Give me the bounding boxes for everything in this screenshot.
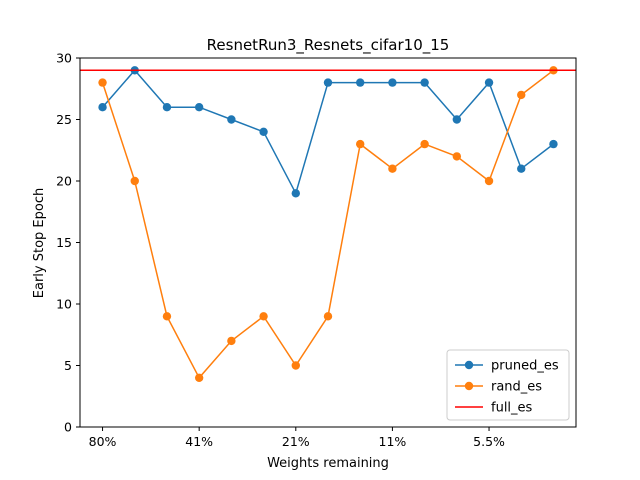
y-tick-label: 20 (56, 174, 72, 189)
y-tick-label: 10 (56, 297, 72, 312)
legend-marker (464, 381, 474, 391)
data-point (98, 78, 107, 87)
data-point (420, 78, 429, 87)
data-point (484, 78, 494, 87)
data-point (259, 127, 268, 136)
data-point (356, 139, 365, 149)
data-point (259, 312, 268, 321)
y-axis-label: Early Stop Epoch (32, 188, 47, 298)
x-tick-label: 21% (282, 434, 310, 449)
x-axis-label: Weights remaining (267, 456, 389, 471)
legend-label: rand_es (491, 380, 542, 395)
legend-item: pruned_es (455, 359, 559, 374)
data-point (517, 164, 526, 173)
data-point (162, 312, 172, 321)
data-point (130, 176, 139, 186)
series-line (101, 69, 554, 196)
y-tick-label: 0 (64, 420, 72, 435)
legend-label: pruned_es (491, 359, 559, 374)
y-tick-label: 25 (56, 112, 72, 127)
data-point (227, 115, 236, 124)
legend-label: full_es (491, 401, 533, 416)
chart-title: ResnetRun3_Resnets_cifar10_15 (207, 36, 450, 55)
data-point (291, 189, 300, 198)
y-tick-label: 30 (56, 51, 72, 66)
y-axis: 0 5 10 15 20 25 30 (56, 51, 80, 435)
data-point (194, 373, 204, 382)
data-point (549, 139, 558, 149)
data-point (517, 90, 526, 100)
data-point (452, 115, 462, 124)
legend-item: full_es (455, 401, 533, 416)
x-tick-label: 80% (89, 434, 117, 449)
data-point (388, 164, 397, 173)
series-pruned_es (98, 66, 558, 198)
data-point (356, 78, 365, 87)
data-point (98, 103, 107, 112)
data-point (388, 78, 397, 87)
data-point (323, 312, 333, 321)
data-point (291, 361, 300, 370)
data-point (484, 176, 494, 186)
data-point (420, 139, 429, 149)
x-axis: 80% 41% 21% 11% 5.5% (89, 427, 505, 449)
x-tick-label: 5.5% (473, 434, 505, 449)
legend-item: rand_es (455, 380, 542, 395)
legend: pruned_es rand_es full_es (446, 349, 570, 421)
y-tick-label: 15 (56, 235, 72, 250)
data-point (323, 78, 333, 87)
data-point (452, 152, 462, 161)
x-tick-label: 41% (185, 434, 213, 449)
legend-marker (464, 360, 474, 370)
series-line (101, 69, 554, 380)
data-point (162, 103, 172, 112)
data-point (227, 336, 236, 346)
data-point (194, 103, 204, 112)
series-rand_es (98, 66, 558, 382)
legend-box (446, 349, 570, 421)
x-tick-label: 11% (379, 434, 407, 449)
plot-area (80, 66, 576, 382)
y-tick-label: 5 (64, 358, 72, 373)
